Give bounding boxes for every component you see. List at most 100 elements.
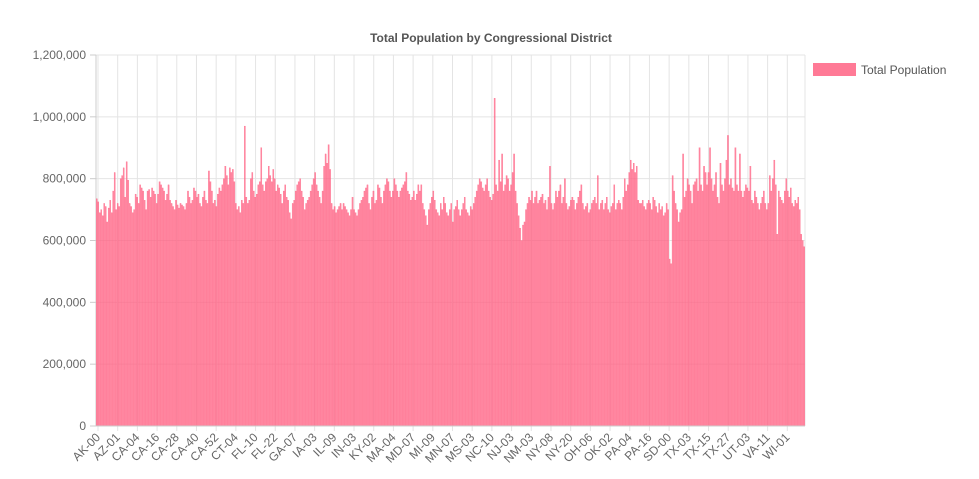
bar[interactable] — [568, 206, 571, 427]
bar[interactable] — [668, 258, 671, 427]
bar[interactable] — [550, 203, 553, 427]
bar[interactable] — [555, 190, 557, 427]
bar[interactable] — [378, 187, 381, 427]
bar[interactable] — [615, 209, 617, 427]
bar[interactable] — [628, 172, 630, 427]
bar[interactable] — [332, 209, 334, 427]
bar[interactable] — [166, 193, 168, 427]
bar[interactable] — [520, 240, 523, 427]
bar[interactable] — [432, 190, 435, 427]
bar[interactable] — [357, 209, 360, 427]
bar[interactable] — [230, 172, 233, 427]
bar[interactable] — [707, 172, 710, 427]
bar[interactable] — [233, 181, 236, 427]
bar[interactable] — [282, 190, 285, 427]
bar[interactable] — [537, 203, 539, 427]
bar[interactable] — [757, 203, 759, 427]
bar[interactable] — [245, 197, 248, 427]
bar[interactable] — [344, 206, 346, 427]
bar[interactable] — [724, 178, 726, 427]
bar[interactable] — [404, 181, 406, 427]
bar[interactable] — [622, 197, 624, 427]
bar[interactable] — [119, 178, 122, 427]
bar[interactable] — [519, 227, 521, 427]
bar[interactable] — [241, 200, 243, 427]
bar[interactable] — [697, 190, 699, 427]
bar[interactable] — [692, 184, 695, 427]
bar[interactable] — [269, 175, 271, 427]
bar[interactable] — [291, 203, 294, 427]
bar[interactable] — [492, 193, 494, 427]
bar[interactable] — [505, 175, 508, 427]
bar[interactable] — [308, 197, 310, 427]
bar[interactable] — [185, 203, 188, 427]
bar[interactable] — [417, 184, 420, 427]
bar[interactable] — [471, 209, 473, 427]
bar[interactable] — [597, 175, 599, 427]
bar[interactable] — [181, 204, 183, 427]
bar[interactable] — [306, 200, 309, 427]
bar[interactable] — [737, 190, 740, 427]
bar[interactable] — [716, 197, 719, 427]
bar[interactable] — [274, 178, 276, 427]
bar[interactable] — [561, 203, 563, 427]
bar[interactable] — [96, 198, 98, 427]
bar[interactable] — [649, 203, 651, 427]
bar[interactable] — [106, 221, 108, 427]
bar[interactable] — [356, 215, 358, 427]
bar[interactable] — [644, 209, 647, 427]
bar[interactable] — [137, 203, 140, 427]
bar[interactable] — [220, 190, 222, 427]
bar[interactable] — [571, 197, 574, 427]
bar[interactable] — [540, 197, 542, 427]
bar[interactable] — [414, 200, 417, 427]
bar[interactable] — [528, 197, 530, 427]
bar[interactable] — [594, 197, 596, 427]
bar[interactable] — [582, 203, 584, 427]
bar[interactable] — [190, 203, 192, 427]
bar[interactable] — [259, 181, 261, 427]
bar[interactable] — [719, 163, 722, 427]
bar[interactable] — [547, 197, 550, 427]
bar[interactable] — [339, 203, 342, 427]
bar[interactable] — [450, 203, 452, 427]
bar[interactable] — [288, 212, 291, 427]
bar[interactable] — [743, 190, 746, 427]
bar[interactable] — [296, 184, 298, 427]
bar[interactable] — [351, 197, 354, 427]
bar[interactable] — [139, 184, 141, 427]
bar[interactable] — [435, 209, 438, 427]
bar[interactable] — [700, 184, 702, 427]
bar[interactable] — [115, 209, 117, 427]
bar[interactable] — [484, 184, 487, 427]
bar[interactable] — [746, 187, 749, 427]
bar[interactable] — [318, 197, 321, 427]
bar[interactable] — [454, 206, 457, 427]
bar[interactable] — [766, 209, 768, 427]
bar[interactable] — [679, 212, 681, 427]
bar[interactable] — [136, 197, 138, 427]
bar[interactable] — [583, 209, 586, 427]
bar[interactable] — [300, 190, 303, 427]
bar[interactable] — [254, 197, 257, 427]
bar[interactable] — [564, 178, 566, 427]
bar[interactable] — [167, 184, 170, 427]
bar[interactable] — [736, 184, 738, 427]
bar[interactable] — [145, 209, 147, 427]
bar[interactable] — [152, 190, 155, 427]
bar[interactable] — [297, 181, 300, 427]
bar[interactable] — [477, 184, 479, 427]
bar[interactable] — [493, 98, 496, 427]
bar[interactable] — [763, 190, 765, 427]
bar[interactable] — [585, 206, 587, 427]
bar[interactable] — [788, 197, 791, 427]
bar[interactable] — [469, 206, 472, 427]
bar[interactable] — [100, 209, 102, 427]
bar[interactable] — [360, 200, 363, 427]
bar[interactable] — [579, 190, 581, 427]
bar[interactable] — [302, 197, 304, 427]
bar[interactable] — [191, 200, 194, 427]
bar[interactable] — [281, 203, 283, 427]
bar[interactable] — [456, 200, 458, 427]
bar[interactable] — [179, 203, 182, 427]
